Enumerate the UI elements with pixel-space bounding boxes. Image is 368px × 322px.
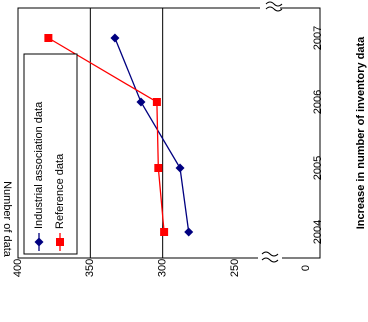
chart-title: Increase in number of inventory data — [355, 36, 367, 229]
x-tick-label: 2005 — [312, 156, 324, 180]
legend-marker — [34, 237, 44, 247]
legend-label: Industrial association data — [33, 101, 45, 229]
legend-box — [23, 53, 78, 255]
y-tick-label: 350 — [84, 259, 96, 277]
axis-break-top-2 — [265, 6, 283, 12]
legend-entry-1: Industrial association data — [33, 101, 45, 251]
legend: Industrial association data Reference dat… — [23, 53, 78, 255]
series-layer — [44, 33, 194, 237]
x-tick-label: 2006 — [312, 90, 324, 114]
data-point — [44, 34, 53, 42]
tick-layer: 0 250 300 350 400 2004 2005 2006 2007 — [12, 26, 324, 277]
axis-break-bottom-1 — [261, 251, 279, 257]
data-point — [154, 164, 163, 172]
y-tick-label: 250 — [229, 259, 241, 277]
x-tick-label: 2007 — [312, 26, 324, 50]
axis-break-marks — [258, 0, 283, 266]
legend-marker — [56, 238, 64, 246]
y-tick-label: 300 — [157, 259, 169, 277]
x-tick-label: 2004 — [312, 220, 324, 244]
data-point — [184, 227, 194, 237]
axis-break-bottom-2 — [261, 257, 279, 263]
series-2 — [44, 34, 169, 236]
series-line-2 — [48, 37, 165, 233]
data-point — [160, 228, 169, 236]
legend-items: Industrial association data Reference dat… — [33, 101, 66, 251]
y-axis-title: Number of data — [1, 181, 13, 258]
series-line-1 — [114, 37, 190, 233]
series-1 — [110, 33, 194, 237]
data-point — [136, 97, 146, 107]
data-point — [152, 98, 161, 106]
legend-entry-2: Reference data — [54, 153, 66, 251]
y-tick-label: 400 — [12, 259, 24, 277]
data-point — [110, 33, 120, 43]
y-tick-label: 0 — [300, 265, 312, 271]
data-point — [175, 163, 185, 173]
legend-label: Reference data — [54, 153, 66, 229]
axis-break-top-1 — [265, 1, 283, 7]
